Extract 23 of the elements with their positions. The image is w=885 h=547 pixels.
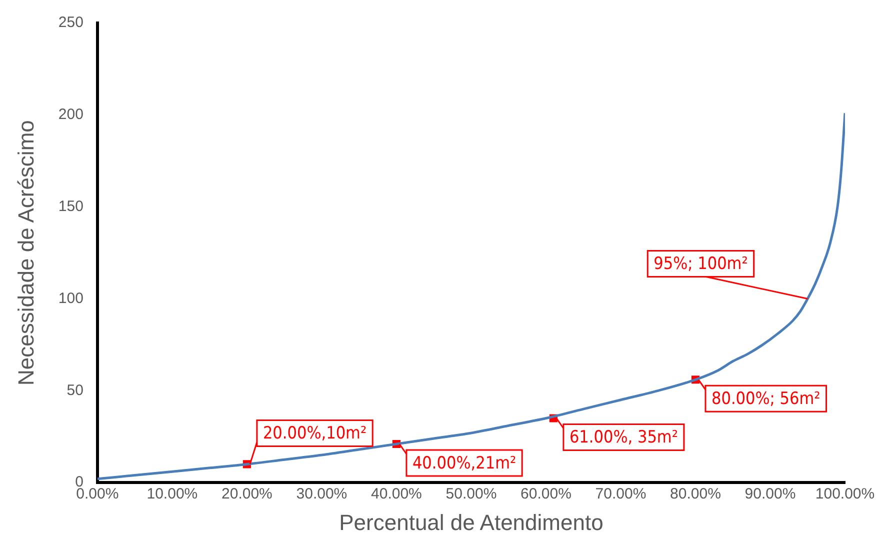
annotation: 20.00%,10m² <box>262 424 367 444</box>
x-tick-label: 20.00% <box>222 486 272 503</box>
x-tick-label: 50.00% <box>446 486 497 503</box>
y-tick-label: 150 <box>58 198 84 215</box>
line-series <box>97 112 845 480</box>
x-tick-label: 100.00% <box>815 486 875 503</box>
annotation: 95%; 100m² <box>654 254 748 274</box>
y-tick-label: 100 <box>58 290 84 307</box>
x-tick-label: 40.00% <box>371 486 422 503</box>
annotation: 40.00%,21m² <box>412 453 516 474</box>
annotation: 61.00%, 35m² <box>569 428 678 448</box>
x-tick-label: 30.00% <box>296 486 348 503</box>
x-tick-label: 60.00% <box>520 486 572 503</box>
y-axis-title: Necessidade de Acréscimo <box>13 120 38 386</box>
y-tick-label: 200 <box>58 106 84 124</box>
y-tick-label: 50 <box>66 382 84 399</box>
x-tick-label: 90.00% <box>744 486 796 503</box>
x-tick-label: 80.00% <box>670 486 721 503</box>
x-tick-label: 70.00% <box>595 486 646 503</box>
annotation: 80.00%; 56m² <box>711 389 820 410</box>
x-tick-label: 10.00% <box>146 486 198 503</box>
x-axis-title: Percentual de Atendimento <box>339 510 604 535</box>
y-tick-label: 250 <box>58 14 84 32</box>
